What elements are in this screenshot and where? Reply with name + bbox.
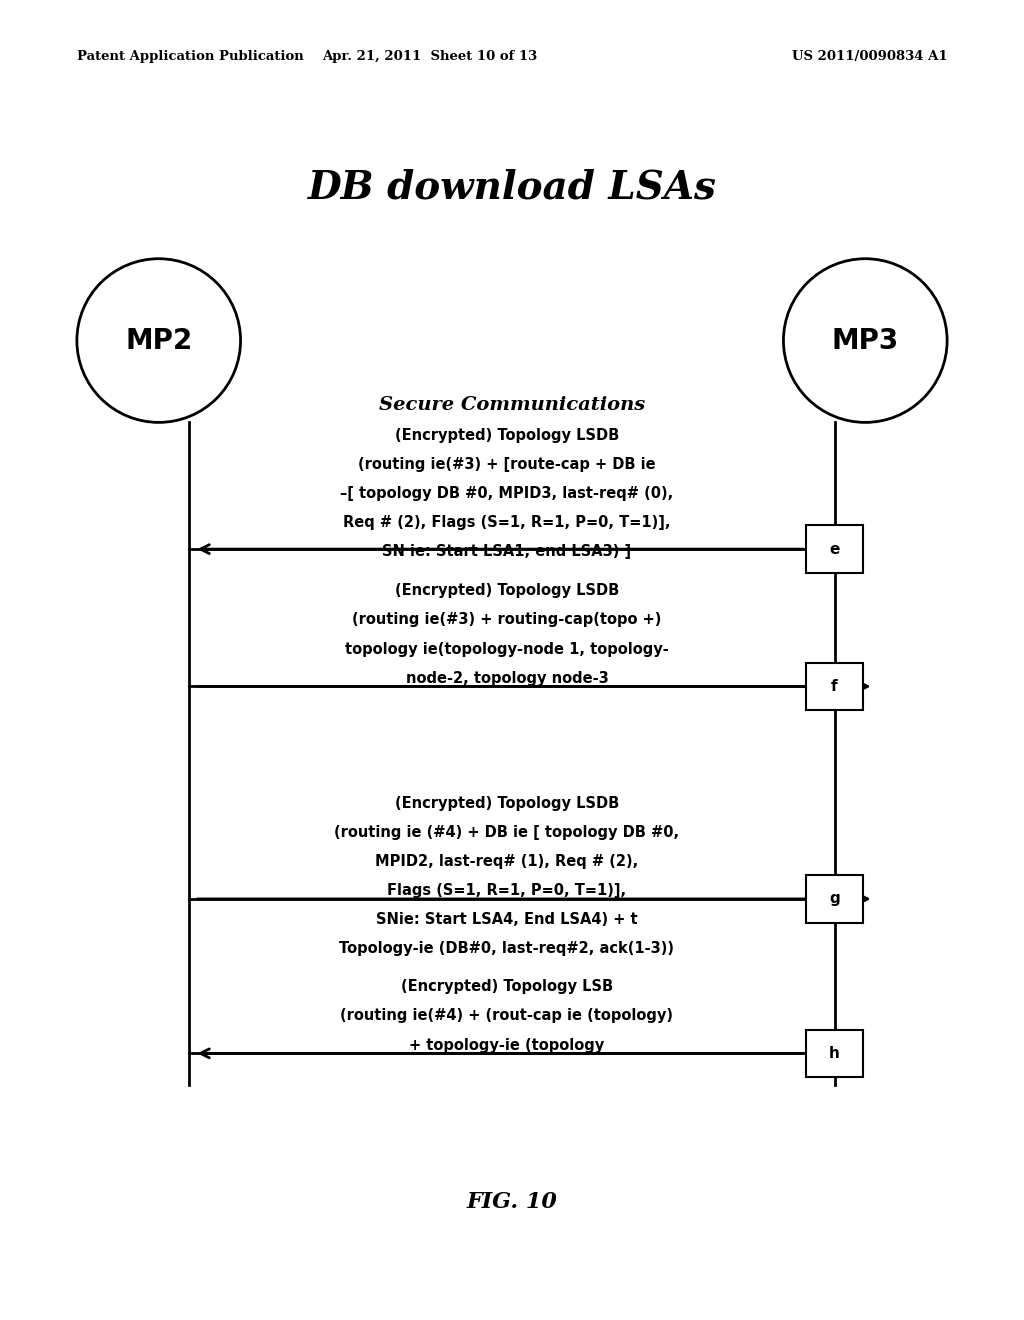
Text: US 2011/0090834 A1: US 2011/0090834 A1 [792,50,947,63]
Text: f: f [831,678,838,694]
Text: MPID2, last-req# (1), Req # (2),: MPID2, last-req# (1), Req # (2), [375,854,639,869]
Text: MP3: MP3 [831,326,899,355]
Text: (routing ie(#3) + [route-cap + DB ie: (routing ie(#3) + [route-cap + DB ie [358,457,655,471]
Text: Patent Application Publication: Patent Application Publication [77,50,303,63]
Text: –[ topology DB #0, MPID3, last-req# (0),: –[ topology DB #0, MPID3, last-req# (0), [340,486,674,500]
Text: h: h [829,1045,840,1061]
Text: (routing ie(#4) + (rout-cap ie (topology): (routing ie(#4) + (rout-cap ie (topology… [340,1008,674,1023]
Text: MP2: MP2 [125,326,193,355]
Text: SN ie: Start LSA1, end LSA3) ]: SN ie: Start LSA1, end LSA3) ] [382,544,632,558]
Text: + topology-ie (topology: + topology-ie (topology [410,1038,604,1052]
Text: (Encrypted) Topology LSDB: (Encrypted) Topology LSDB [395,428,618,442]
Text: Secure Communications: Secure Communications [379,396,645,414]
Text: g: g [829,891,840,907]
Text: (Encrypted) Topology LSB: (Encrypted) Topology LSB [400,979,613,994]
Text: Apr. 21, 2011  Sheet 10 of 13: Apr. 21, 2011 Sheet 10 of 13 [323,50,538,63]
Bar [806,663,863,710]
Bar [806,875,863,923]
Text: topology ie(topology-node 1, topology-: topology ie(topology-node 1, topology- [345,642,669,656]
Text: Flags (S=1, R=1, P=0, T=1)],: Flags (S=1, R=1, P=0, T=1)], [387,883,627,898]
Text: Req # (2), Flags (S=1, R=1, P=0, T=1)],: Req # (2), Flags (S=1, R=1, P=0, T=1)], [343,515,671,529]
Text: (Encrypted) Topology LSDB: (Encrypted) Topology LSDB [395,583,618,598]
Text: SNie: Start LSA4, End LSA4) + t: SNie: Start LSA4, End LSA4) + t [376,912,638,927]
Text: (routing ie (#4) + DB ie [ topology DB #0,: (routing ie (#4) + DB ie [ topology DB #… [334,825,680,840]
Bar [806,1030,863,1077]
Bar [806,525,863,573]
Text: Topology-ie (DB#0, last-req#2, ack(1-3)): Topology-ie (DB#0, last-req#2, ack(1-3)) [339,941,675,956]
Text: node-2, topology node-3: node-2, topology node-3 [406,671,608,685]
Text: FIG. 10: FIG. 10 [467,1191,557,1213]
Text: (routing ie(#3) + routing-cap(topo +): (routing ie(#3) + routing-cap(topo +) [352,612,662,627]
Text: (Encrypted) Topology LSDB: (Encrypted) Topology LSDB [395,796,618,810]
Text: e: e [829,541,840,557]
Text: DB download LSAs: DB download LSAs [307,169,717,207]
